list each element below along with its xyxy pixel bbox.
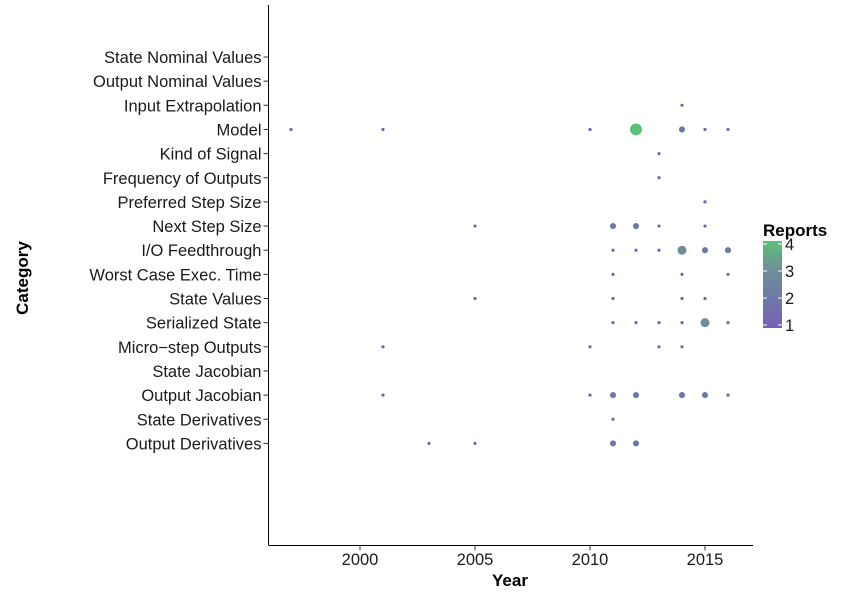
data-point — [611, 249, 614, 252]
data-point — [726, 128, 729, 131]
category-label: Output Jacobian — [141, 387, 261, 405]
legend-tick-label: 1 — [785, 317, 794, 335]
category-label: Frequency of Outputs — [103, 170, 262, 188]
category-label: State Nominal Values — [104, 49, 261, 67]
category-label: Worst Case Exec. Time — [89, 266, 261, 284]
data-point — [703, 224, 706, 227]
data-point — [610, 392, 616, 398]
data-point — [630, 124, 642, 136]
data-point — [726, 321, 729, 324]
data-point — [680, 345, 683, 348]
y-axis-title: Category — [13, 241, 32, 315]
x-tick-label: 2000 — [342, 551, 379, 569]
data-point — [680, 297, 683, 300]
data-point — [703, 128, 706, 131]
category-label: State Derivatives — [137, 411, 262, 429]
data-point — [726, 273, 729, 276]
data-point — [702, 392, 708, 398]
category-label: Output Derivatives — [126, 435, 262, 453]
data-point — [657, 345, 660, 348]
data-point — [680, 104, 683, 107]
data-point — [610, 223, 616, 229]
data-point — [427, 442, 430, 445]
data-point — [657, 321, 660, 324]
legend-tick-label: 2 — [785, 290, 794, 308]
data-point — [611, 321, 614, 324]
category-label: Serialized State — [146, 315, 262, 333]
x-tick-label: 2015 — [687, 551, 724, 569]
data-point — [289, 128, 292, 131]
x-tick-label: 2005 — [457, 551, 494, 569]
data-point — [611, 273, 614, 276]
legend-title: Reports — [763, 221, 827, 240]
data-point — [633, 223, 639, 229]
data-point — [588, 128, 591, 131]
data-point — [381, 128, 384, 131]
category-label: Model — [217, 121, 262, 139]
y-axis-ticks: State Nominal Values Output Nominal Value… — [89, 49, 268, 453]
data-point — [473, 224, 476, 227]
data-point — [473, 442, 476, 445]
category-label: Preferred Step Size — [118, 194, 262, 212]
category-label: Input Extrapolation — [124, 97, 262, 115]
data-point — [657, 224, 660, 227]
legend: Reports 1 2 3 4 — [763, 221, 827, 335]
data-point — [703, 297, 706, 300]
category-label: Kind of Signal — [160, 146, 262, 164]
legend-tick-label: 4 — [785, 236, 794, 254]
category-label: I/O Feedthrough — [141, 242, 261, 260]
x-tick-label: 2010 — [572, 551, 609, 569]
data-point — [703, 200, 706, 203]
category-label: State Jacobian — [152, 363, 261, 381]
data-point — [588, 394, 591, 397]
legend-tick-label: 3 — [785, 263, 794, 281]
category-label: Micro−step Outputs — [118, 339, 262, 357]
data-point — [611, 297, 614, 300]
data-point — [678, 246, 687, 255]
data-point — [680, 321, 683, 324]
data-point — [657, 249, 660, 252]
data-point — [633, 440, 639, 446]
category-label: Output Nominal Values — [93, 73, 261, 91]
x-axis-title: Year — [492, 571, 528, 590]
data-point — [381, 345, 384, 348]
data-point — [634, 321, 637, 324]
category-label: State Values — [169, 291, 261, 309]
data-point — [657, 176, 660, 179]
data-point — [679, 126, 685, 132]
data-point — [634, 249, 637, 252]
data-point — [679, 392, 685, 398]
legend-colorbar — [763, 241, 782, 328]
data-point — [610, 440, 616, 446]
data-point — [611, 418, 614, 421]
data-point — [702, 247, 708, 253]
data-point — [633, 392, 639, 398]
x-axis-ticks: 2000 2005 2010 2015 — [342, 546, 724, 570]
category-label: Next Step Size — [152, 218, 261, 236]
data-point — [381, 394, 384, 397]
data-point — [701, 318, 710, 327]
data-point — [725, 247, 731, 253]
data-point — [473, 297, 476, 300]
data-point — [588, 345, 591, 348]
data-point — [657, 152, 660, 155]
data-point — [680, 273, 683, 276]
data-point — [726, 394, 729, 397]
data-points — [289, 104, 731, 447]
